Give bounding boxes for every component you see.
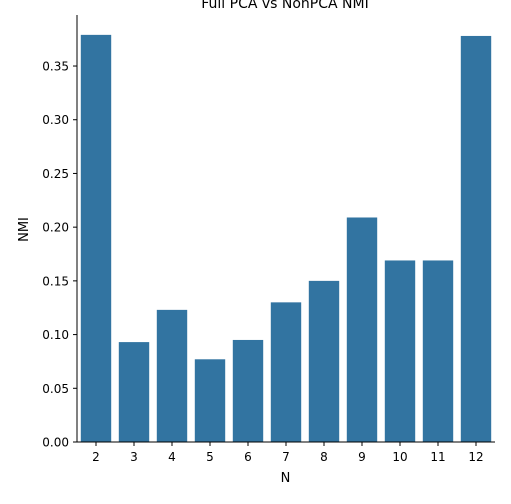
bar-11 [422,260,454,442]
x-tick-label: 11 [430,450,445,464]
bar-4 [156,309,188,442]
x-tick-label: 8 [320,450,328,464]
x-axis: 2 3 4 5 6 7 8 9 10 11 12 [77,441,495,464]
y-tick-label: 0.20 [42,221,69,235]
bar-7 [270,302,302,442]
y-axis: 0.00 0.05 0.10 0.15 0.20 0.25 0.30 0.35 [42,15,78,450]
x-tick-label: 7 [282,450,290,464]
bar-12 [460,35,492,442]
x-tick-label: 12 [468,450,483,464]
y-tick-label: 0.15 [42,274,69,288]
y-tick-label: 0.35 [42,60,69,74]
bar-3 [118,342,150,442]
bar-5 [194,359,226,442]
x-axis-label: N [281,471,291,486]
bar-8 [308,280,340,442]
bar-9 [346,217,378,442]
x-tick-label: 9 [358,450,366,464]
y-tick-label: 0.30 [42,113,69,127]
x-tick-label: 3 [130,450,138,464]
bar-6 [232,339,264,442]
chart-title: Full PCA vs NonPCA NMI [201,0,369,12]
x-tick-label: 4 [168,450,176,464]
y-tick-label: 0.25 [42,167,69,181]
x-tick-label: 2 [92,450,100,464]
x-tick-label: 6 [244,450,252,464]
y-axis-label: NMI [17,217,32,242]
y-tick-label: 0.00 [42,436,69,450]
bar-2 [80,34,112,443]
bars-group [80,34,492,443]
bar-10 [384,260,416,442]
x-tick-label: 5 [206,450,214,464]
x-tick-label: 10 [392,450,407,464]
y-tick-label: 0.05 [42,382,69,396]
y-tick-label: 0.10 [42,328,69,342]
